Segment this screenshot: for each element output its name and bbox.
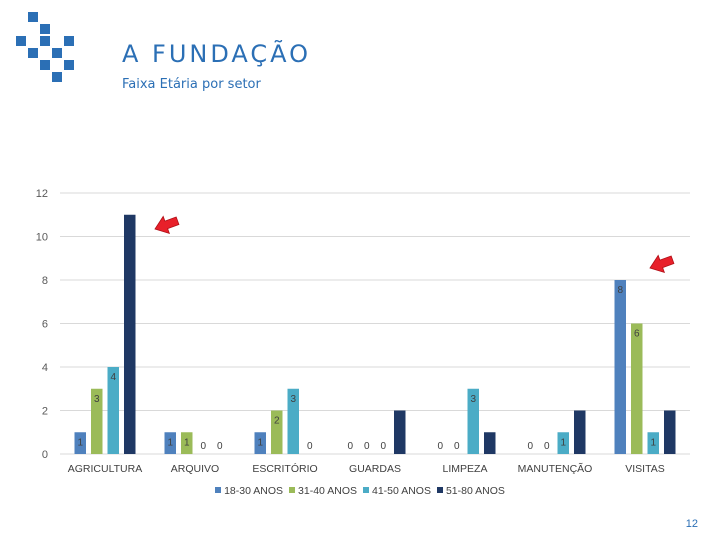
data-label: 6: [634, 329, 640, 340]
y-tick-label: 10: [36, 232, 48, 244]
legend-item: 41-50 ANOS: [363, 485, 431, 497]
legend-label: 51-80 ANOS: [445, 485, 505, 497]
data-label: 0: [544, 441, 550, 452]
data-label: 1: [167, 437, 173, 448]
data-label: 0: [347, 441, 353, 452]
data-label: 1: [184, 437, 190, 448]
data-label: 0: [437, 441, 443, 452]
bar: [664, 410, 676, 454]
data-label: 2: [274, 416, 280, 427]
legend-item: 18-30 ANOS: [215, 485, 283, 497]
legend-label: 18-30 ANOS: [224, 485, 284, 497]
data-label: 1: [257, 437, 263, 448]
legend-label: 31-40 ANOS: [298, 485, 357, 497]
data-label: 0: [200, 441, 206, 452]
bar: [287, 388, 299, 454]
legend-label: 41-50 ANOS: [372, 485, 431, 497]
bar: [614, 280, 626, 454]
x-tick-label: ESCRITÓRIO: [252, 462, 317, 475]
legend-swatch: [363, 487, 369, 493]
chart-legend: 18-30 ANOS 31-40 ANOS 41-50 ANOS 51-80 ANOS: [0, 485, 720, 497]
x-tick-label: VISITAS: [625, 463, 664, 475]
y-tick-label: 0: [42, 449, 48, 461]
data-label: 3: [94, 394, 100, 405]
data-label: 0: [364, 441, 370, 452]
page-subtitle: Faixa Etária por setor: [122, 77, 261, 92]
y-tick-label: 8: [42, 275, 48, 287]
x-tick-label: LIMPEZA: [443, 463, 488, 475]
bar: [557, 432, 569, 454]
data-label: 8: [617, 285, 623, 296]
data-label: 1: [77, 437, 83, 448]
y-tick-label: 4: [42, 362, 48, 374]
x-tick-label: MANUTENÇÃO: [518, 462, 593, 475]
legend-swatch: [289, 487, 296, 493]
bar: [124, 214, 136, 454]
y-tick-label: 2: [42, 406, 48, 418]
data-label: 3: [470, 394, 476, 405]
x-tick-label: AGRICULTURA: [68, 463, 142, 475]
y-tick-label: 12: [36, 188, 48, 200]
bar: [484, 432, 496, 454]
bar: [107, 367, 119, 454]
data-label: 0: [380, 441, 386, 452]
logo-icon: [16, 12, 74, 82]
bar: [574, 410, 586, 454]
arrow-icon: [649, 254, 675, 273]
bar: [181, 432, 193, 454]
data-label: 0: [454, 441, 460, 452]
data-label: 0: [217, 441, 223, 452]
x-tick-label: ARQUIVO: [171, 463, 219, 475]
bar: [271, 410, 283, 454]
bar: [394, 410, 406, 454]
data-label: 1: [650, 437, 656, 448]
arrow-icon: [154, 215, 180, 234]
data-label: 0: [527, 441, 533, 452]
data-label: 3: [290, 394, 296, 405]
legend-swatch: [215, 487, 222, 493]
legend-item: 51-80 ANOS: [436, 485, 505, 497]
bar: [647, 432, 659, 454]
bar: [254, 432, 266, 454]
legend-item: 31-40 ANOS: [289, 485, 357, 497]
bar: [164, 432, 176, 454]
page-number: 12: [685, 518, 698, 530]
data-label: 4: [110, 372, 116, 383]
bar: [467, 388, 479, 454]
bar: [631, 323, 643, 454]
y-tick-label: 6: [42, 319, 48, 331]
bar: [91, 388, 103, 454]
x-tick-label: GUARDAS: [349, 463, 401, 475]
data-label: 1: [560, 437, 566, 448]
page-title: A FUNDAÇÃO: [122, 40, 312, 68]
data-label: 0: [307, 441, 313, 452]
bar: [74, 432, 86, 454]
legend-swatch: [436, 487, 443, 493]
